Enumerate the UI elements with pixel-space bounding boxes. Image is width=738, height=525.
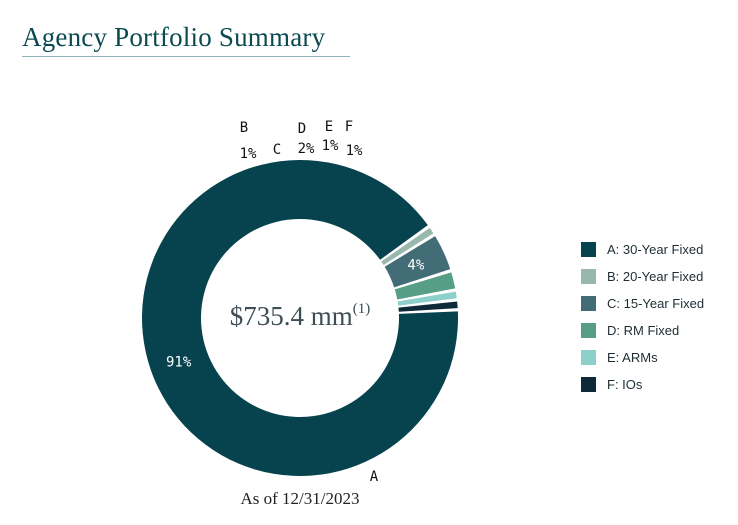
legend-label-a: A: 30-Year Fixed xyxy=(607,242,704,257)
slice-percent-e: 1% xyxy=(322,138,339,154)
legend-label-f: F: IOs xyxy=(607,377,643,392)
legend-label-b: B: 20-Year Fixed xyxy=(607,269,704,284)
slice-labels: 91% A 1% B 4% C 2% D 1% E 1% F xyxy=(166,119,425,485)
slice-key-d: D xyxy=(298,121,306,137)
slice-key-f: F xyxy=(345,119,353,135)
legend-swatch-e xyxy=(581,350,596,365)
as-of-date: As of 12/31/2023 xyxy=(240,489,360,508)
center-footnote: (1) xyxy=(353,301,371,317)
donut-slices xyxy=(142,160,458,477)
legend-label-c: C: 15-Year Fixed xyxy=(607,296,705,311)
legend-item-a: A: 30-Year Fixed xyxy=(581,236,704,263)
legend-swatch-d xyxy=(581,323,596,338)
legend-label-e: E: ARMs xyxy=(607,350,658,365)
slice-key-a: A xyxy=(370,469,379,485)
legend-item-f: F: IOs xyxy=(581,371,704,398)
slice-percent-b: 1% xyxy=(240,146,257,162)
legend-swatch-c xyxy=(581,296,596,311)
donut-slice-c xyxy=(384,236,451,288)
title-underline xyxy=(22,56,350,57)
slice-key-e: E xyxy=(325,119,333,135)
donut-slice-e xyxy=(397,291,457,306)
donut-slice-a xyxy=(142,160,458,477)
donut-slice-b xyxy=(381,227,434,265)
chart-legend: A: 30-Year Fixed B: 20-Year Fixed C: 15-Ye… xyxy=(581,236,704,398)
legend-item-e: E: ARMs xyxy=(581,344,704,371)
legend-swatch-a xyxy=(581,242,596,257)
legend-item-b: B: 20-Year Fixed xyxy=(581,263,704,290)
legend-label-d: D: RM Fixed xyxy=(607,323,680,338)
slice-key-b: B xyxy=(240,120,248,136)
legend-item-d: D: RM Fixed xyxy=(581,317,704,344)
slice-percent-a: 91% xyxy=(166,354,192,370)
slice-percent-f: 1% xyxy=(346,143,363,159)
donut-slice-f xyxy=(398,301,458,312)
legend-swatch-f xyxy=(581,377,596,392)
legend-item-c: C: 15-Year Fixed xyxy=(581,290,704,317)
slice-percent-d: 2% xyxy=(298,141,315,157)
page-title: Agency Portfolio Summary xyxy=(22,22,326,52)
donut-slice-d xyxy=(394,272,456,300)
slice-key-c: C xyxy=(273,142,281,158)
slice-percent-c: 4% xyxy=(407,258,424,274)
center-total-label: $735.4 mm(1) xyxy=(230,301,371,331)
center-amount: $735.4 mm xyxy=(230,301,353,331)
legend-swatch-b xyxy=(581,269,596,284)
